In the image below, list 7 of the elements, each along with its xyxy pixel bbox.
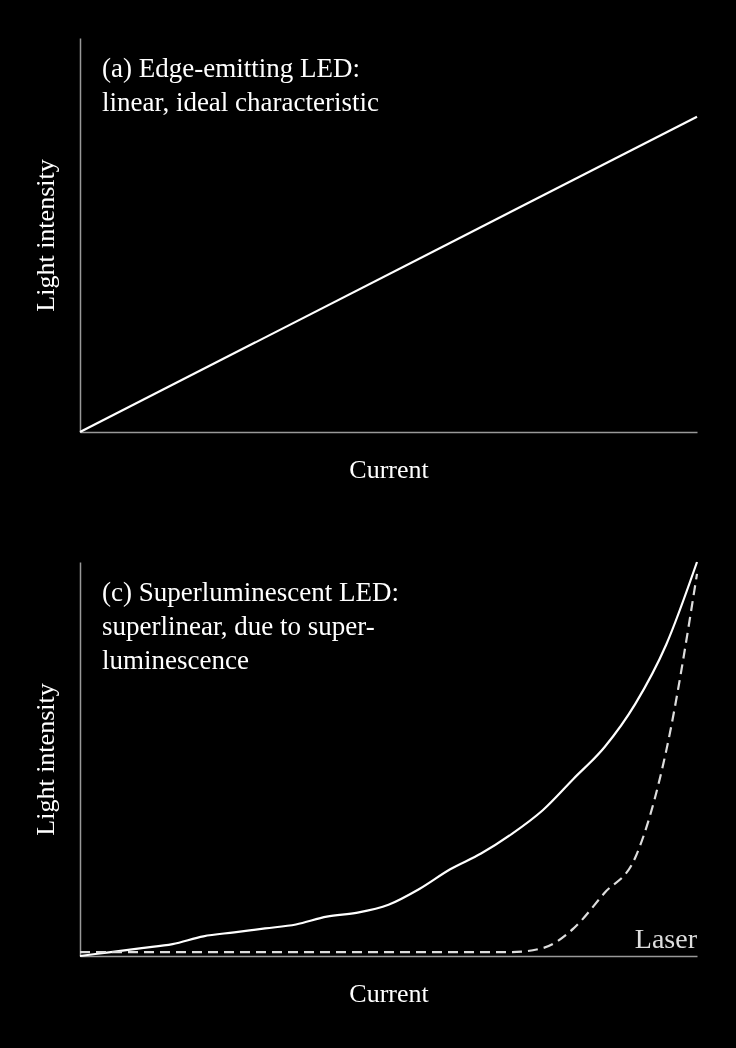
y-axis-title: Light intensity (30, 159, 60, 312)
text: (c) Superluminescent LED: superlinear, due to super- luminescence (102, 577, 399, 675)
x-axis-title: Current (349, 978, 430, 1008)
x-axis-title: Current (349, 454, 430, 484)
chart-title: (a) Edge-emitting LED: linear, ideal characteristic (102, 53, 380, 117)
y-axis-title: Light intensity (30, 683, 60, 836)
series-label: Laser (634, 923, 698, 954)
